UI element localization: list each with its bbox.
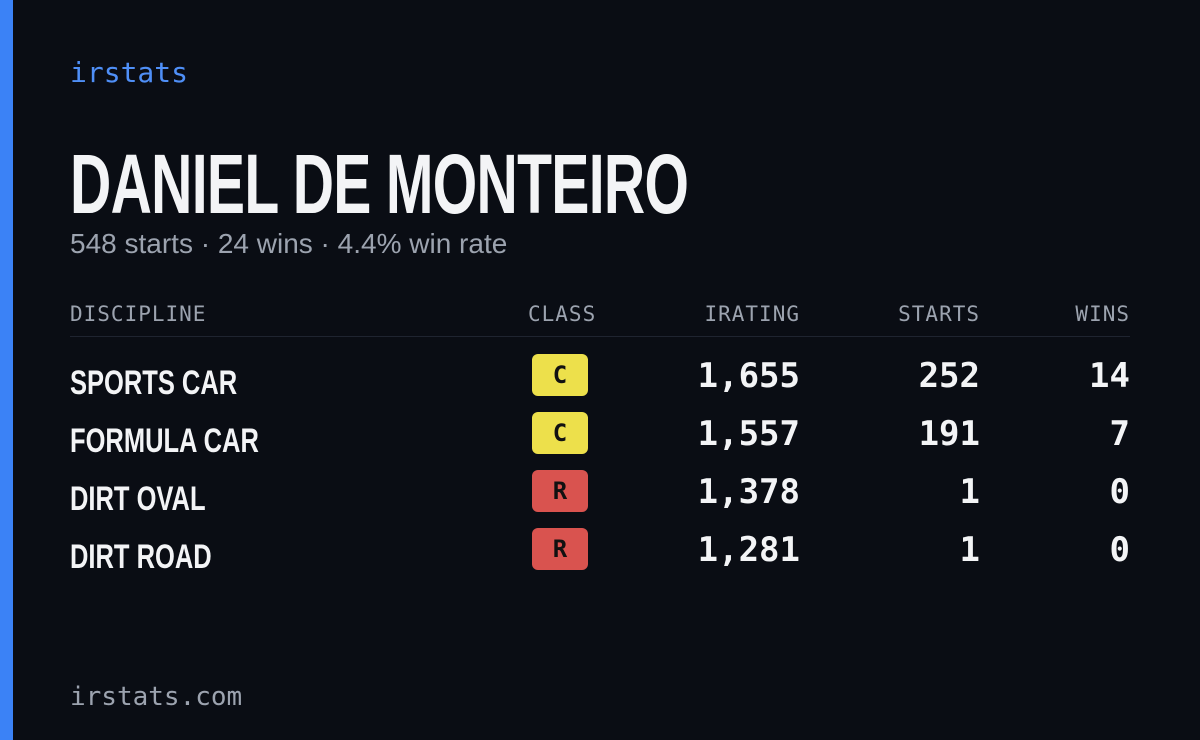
accent-bar: [0, 0, 13, 740]
header-rule: [70, 336, 1130, 337]
driver-name: DANIEL DE MONTEIRO: [70, 137, 689, 231]
irating: 1,557: [697, 414, 800, 454]
wins: 14: [1089, 356, 1130, 396]
driver-summary: 548 starts · 24 wins · 4.4% win rate: [70, 228, 508, 259]
discipline: FORMULA CAR: [70, 422, 259, 460]
class-badge: R: [532, 470, 588, 512]
starts: 191: [918, 414, 980, 454]
discipline: DIRT OVAL: [70, 480, 206, 518]
footer: irstats.com: [70, 682, 243, 712]
wins: 0: [1109, 472, 1130, 512]
brand: irstats: [70, 56, 189, 89]
irating: 1,655: [697, 356, 800, 396]
class-badge: C: [532, 412, 588, 454]
column-header: STARTS: [898, 302, 980, 326]
irating: 1,378: [697, 472, 800, 512]
class-badge: R: [532, 528, 588, 570]
irating: 1,281: [697, 530, 800, 570]
column-header: CLASS: [528, 302, 597, 326]
wins: 7: [1109, 414, 1130, 454]
column-header: WINS: [1075, 302, 1130, 326]
class-badge: C: [532, 354, 588, 396]
wins: 0: [1109, 530, 1130, 570]
starts: 1: [959, 530, 980, 570]
discipline: SPORTS CAR: [70, 364, 238, 402]
column-header: DISCIPLINE: [70, 302, 207, 326]
discipline: DIRT ROAD: [70, 538, 212, 576]
starts: 1: [959, 472, 980, 512]
starts: 252: [918, 356, 980, 396]
column-header: IRATING: [704, 302, 800, 326]
